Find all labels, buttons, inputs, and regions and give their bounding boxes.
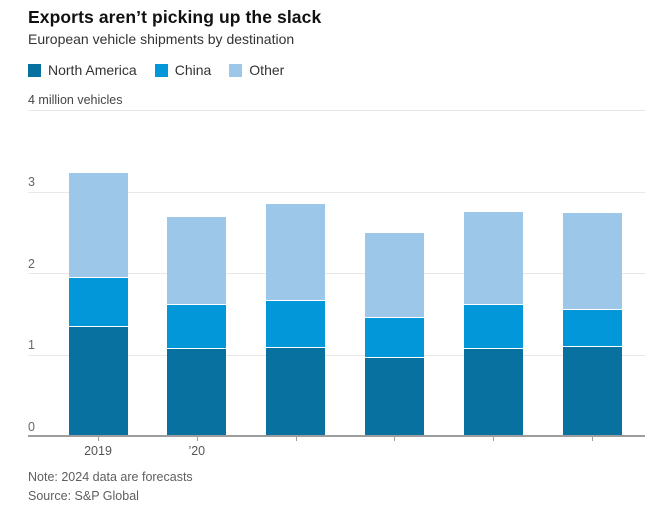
chart-title: Exports aren’t picking up the slack <box>28 7 322 27</box>
bar-segment-2022-china <box>364 317 424 359</box>
y-tick-label-0: 0 <box>28 419 35 434</box>
bar-segment-2022-north-america <box>364 358 424 435</box>
y-tick-label-1: 1 <box>28 338 35 352</box>
x-tick-2019 <box>98 437 99 441</box>
legend-item-china: China <box>154 62 212 78</box>
bar-segment-2024-other <box>562 213 622 311</box>
bar-segment-2019-china <box>68 277 128 328</box>
legend-item-north-america: North America <box>28 62 137 78</box>
x-axis-line <box>28 435 645 437</box>
bar-group-2024 <box>562 109 622 435</box>
bar-segment-2019-other <box>68 172 128 278</box>
x-tick-label-2019: 2019 <box>84 444 112 458</box>
x-tick-2023 <box>493 437 495 441</box>
bar-segment-2021-china <box>266 301 326 348</box>
bar-segment-2024-north-america <box>562 346 622 435</box>
x-tick-label-2020: ’20 <box>188 444 206 458</box>
chart-source: Source: S&P Global <box>28 489 139 503</box>
legend-swatch-north-america <box>28 63 41 77</box>
bar-segment-2020-north-america <box>167 348 227 435</box>
legend: North America China Other <box>28 62 284 78</box>
bar-segment-2021-other <box>266 204 326 302</box>
bar-segment-2023-other <box>463 211 523 306</box>
x-tick-2020 <box>196 437 198 441</box>
gridline-4 <box>28 110 645 111</box>
bar-segment-2024-china <box>562 310 622 347</box>
bar-group-2019 <box>68 109 128 435</box>
gridline-1 <box>28 354 645 356</box>
x-tick-2024 <box>592 437 593 441</box>
x-tick-2022 <box>394 437 396 441</box>
y-tick-label-2: 2 <box>28 256 35 271</box>
bar-group-2023 <box>463 109 523 435</box>
legend-label-china: China <box>174 62 212 78</box>
legend-swatch-other <box>229 63 243 77</box>
plot-area: 0 1 2 3 <box>28 109 645 441</box>
y-tick-label-3: 3 <box>28 175 35 189</box>
x-tick-2021 <box>295 437 297 441</box>
gridline-2 <box>28 273 645 274</box>
y-axis-unit-label: 4 million vehicles <box>28 93 123 107</box>
bar-segment-2019-north-america <box>68 327 128 435</box>
bar-group-2020 <box>167 109 227 435</box>
gridline-3 <box>28 191 645 193</box>
chart-subtitle: European vehicle shipments by destinatio… <box>28 31 295 47</box>
bar-segment-2020-china <box>167 304 227 349</box>
bar-segment-2022-other <box>364 232 424 318</box>
legend-label-other: Other <box>249 62 285 78</box>
bar-group-2022 <box>364 109 424 435</box>
legend-swatch-china <box>154 63 168 77</box>
bar-segment-2023-china <box>463 305 523 349</box>
chart-note: Note: 2024 data are forecasts <box>28 470 193 484</box>
legend-label-north-america: North America <box>48 62 137 78</box>
bar-segment-2020-other <box>167 216 227 305</box>
bar-group-2021 <box>266 109 326 435</box>
legend-item-other: Other <box>229 62 284 78</box>
bar-segment-2023-north-america <box>463 348 523 435</box>
bar-segment-2021-north-america <box>266 347 326 435</box>
